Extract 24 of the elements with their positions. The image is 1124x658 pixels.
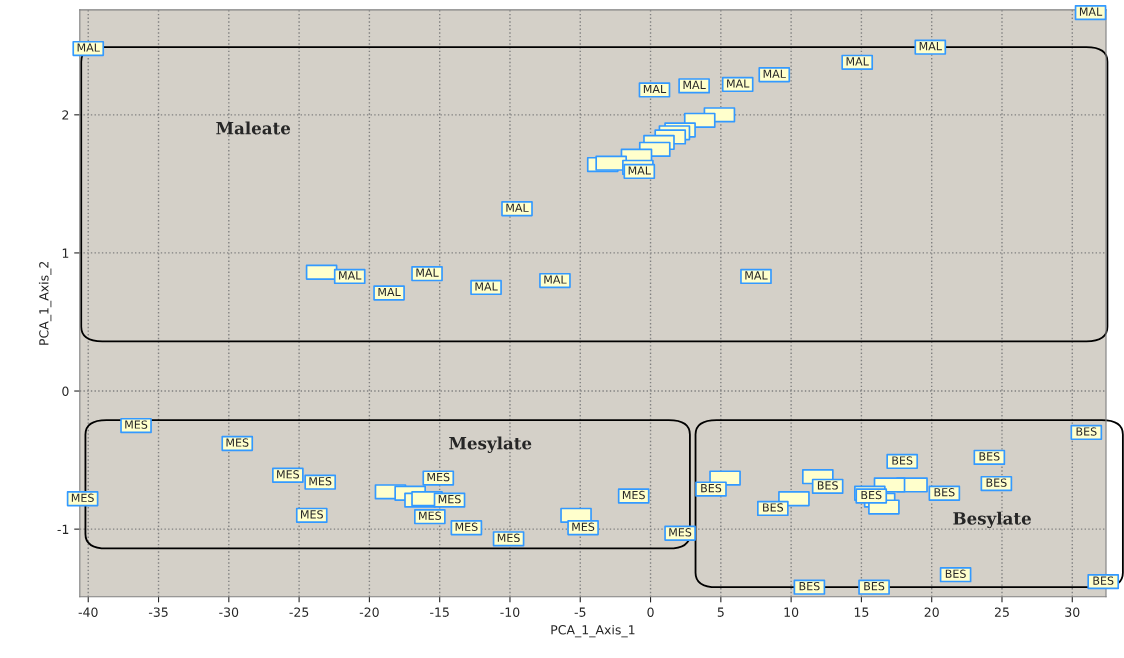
x-tick-label: -25	[289, 607, 309, 617]
x-tick-label: -10	[500, 607, 520, 617]
x-tick-label: -40	[78, 607, 98, 617]
x-tick-label: -20	[359, 607, 379, 617]
y-tick-label: 1	[62, 248, 69, 258]
y-axis-title: PCA_1_Axis_2	[38, 261, 52, 345]
y-tick-label: -1	[57, 524, 69, 534]
annotation: Besylate	[953, 511, 1031, 529]
x-tick-label: 25	[994, 607, 1009, 617]
x-axis-title: PCA_1_Axis_1	[551, 624, 635, 638]
x-tick-label: -35	[148, 607, 168, 617]
x-tick-label: 10	[784, 607, 799, 617]
y-tick-label: 0	[62, 386, 69, 396]
annotation: Maleate	[216, 121, 291, 135]
y-tick-label: 2	[62, 110, 69, 120]
x-tick-label: 15	[854, 607, 869, 617]
annotation: Mesylate	[449, 436, 532, 453]
x-tick-label: 0	[647, 607, 654, 617]
x-tick-label: 5	[717, 607, 724, 617]
x-tick-label: 30	[1065, 607, 1080, 617]
x-tick-label: -15	[430, 607, 449, 617]
x-tick-label: -30	[219, 607, 239, 617]
x-tick-label: -5	[574, 607, 586, 617]
x-tick-label: 20	[924, 607, 939, 617]
